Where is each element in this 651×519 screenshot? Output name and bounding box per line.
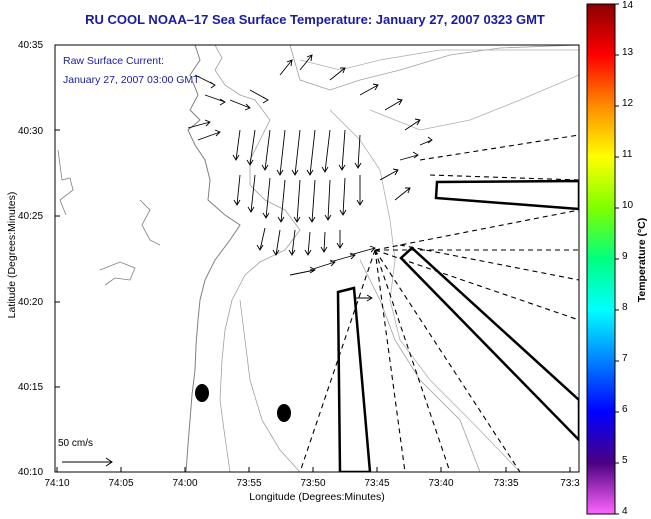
x-tick-label: 73:45 bbox=[364, 478, 390, 489]
colorbar-tick-label: 12 bbox=[622, 98, 634, 109]
coastline bbox=[185, 45, 241, 472]
radar-boxes bbox=[336, 179, 579, 472]
y-tick-label: 40:10 bbox=[18, 467, 44, 478]
colorbar-tick-label: 14 bbox=[622, 0, 634, 11]
plot-frame bbox=[54, 44, 580, 473]
scale-arrow bbox=[62, 457, 113, 467]
radar-box bbox=[336, 286, 372, 472]
shoreline bbox=[139, 199, 161, 246]
x-tick-label: 73:40 bbox=[428, 478, 454, 489]
x-tick-label: 74:05 bbox=[108, 478, 134, 489]
colorbar bbox=[586, 3, 616, 515]
colorbar-tick-label: 11 bbox=[622, 149, 633, 160]
y-tick-label: 40:15 bbox=[18, 382, 44, 393]
colorbar-tick-label: 8 bbox=[622, 302, 628, 313]
shoreline bbox=[99, 261, 136, 286]
buoy-marker bbox=[277, 404, 291, 422]
radar-beams bbox=[299, 134, 579, 472]
colorbar-tick-label: 7 bbox=[622, 353, 628, 364]
y-tick-label: 40:25 bbox=[18, 211, 44, 222]
current-annotation-line2: January 27, 2007 03:00 GMT bbox=[63, 74, 200, 86]
colorbar-tick-label: 9 bbox=[622, 251, 628, 262]
colorbar-tick-label: 10 bbox=[622, 200, 634, 211]
colorbar-tick-label: 6 bbox=[622, 404, 628, 415]
isobath-contour bbox=[359, 259, 481, 472]
radar-box bbox=[434, 179, 579, 211]
y-tick-label: 40:35 bbox=[18, 40, 44, 51]
x-axis-title: Longitude (Degrees:Minutes) bbox=[249, 491, 385, 503]
isobath-contour bbox=[369, 74, 579, 131]
map-title: RU COOL NOAA–17 Sea Surface Temperature:… bbox=[85, 12, 545, 27]
isobath-contour bbox=[329, 109, 521, 472]
x-tick-label: 73:55 bbox=[236, 478, 262, 489]
colorbar-tick-label: 13 bbox=[622, 47, 634, 58]
current-annotation-line1: Raw Surface Current: bbox=[63, 55, 164, 67]
x-tick-label: 73:35 bbox=[493, 478, 519, 489]
current-vectors bbox=[187, 54, 433, 302]
colorbar-tick-label: 4 bbox=[622, 506, 628, 517]
x-tick-label: 73:3 bbox=[560, 478, 580, 489]
axis-ticks bbox=[55, 3, 619, 515]
y-tick-label: 40:20 bbox=[18, 297, 44, 308]
vector-grid bbox=[232, 129, 364, 256]
x-tick-label: 74:10 bbox=[44, 478, 70, 489]
isobath-contour bbox=[214, 45, 301, 472]
current-annotation: Raw Surface Current: January 27, 2007 03… bbox=[63, 52, 200, 90]
isobath-contour bbox=[289, 45, 579, 91]
radar-box bbox=[399, 246, 579, 442]
x-tick-label: 73:50 bbox=[300, 478, 326, 489]
x-tick-label: 74:00 bbox=[172, 478, 198, 489]
scale-label: 50 cm/s bbox=[58, 438, 94, 449]
y-tick-label: 40:30 bbox=[18, 126, 44, 137]
shoreline bbox=[57, 149, 74, 216]
isobath-contour bbox=[239, 299, 301, 472]
isobath-contour bbox=[299, 49, 579, 71]
colorbar-tick-label: 5 bbox=[622, 455, 628, 466]
buoy-marker bbox=[195, 384, 209, 402]
